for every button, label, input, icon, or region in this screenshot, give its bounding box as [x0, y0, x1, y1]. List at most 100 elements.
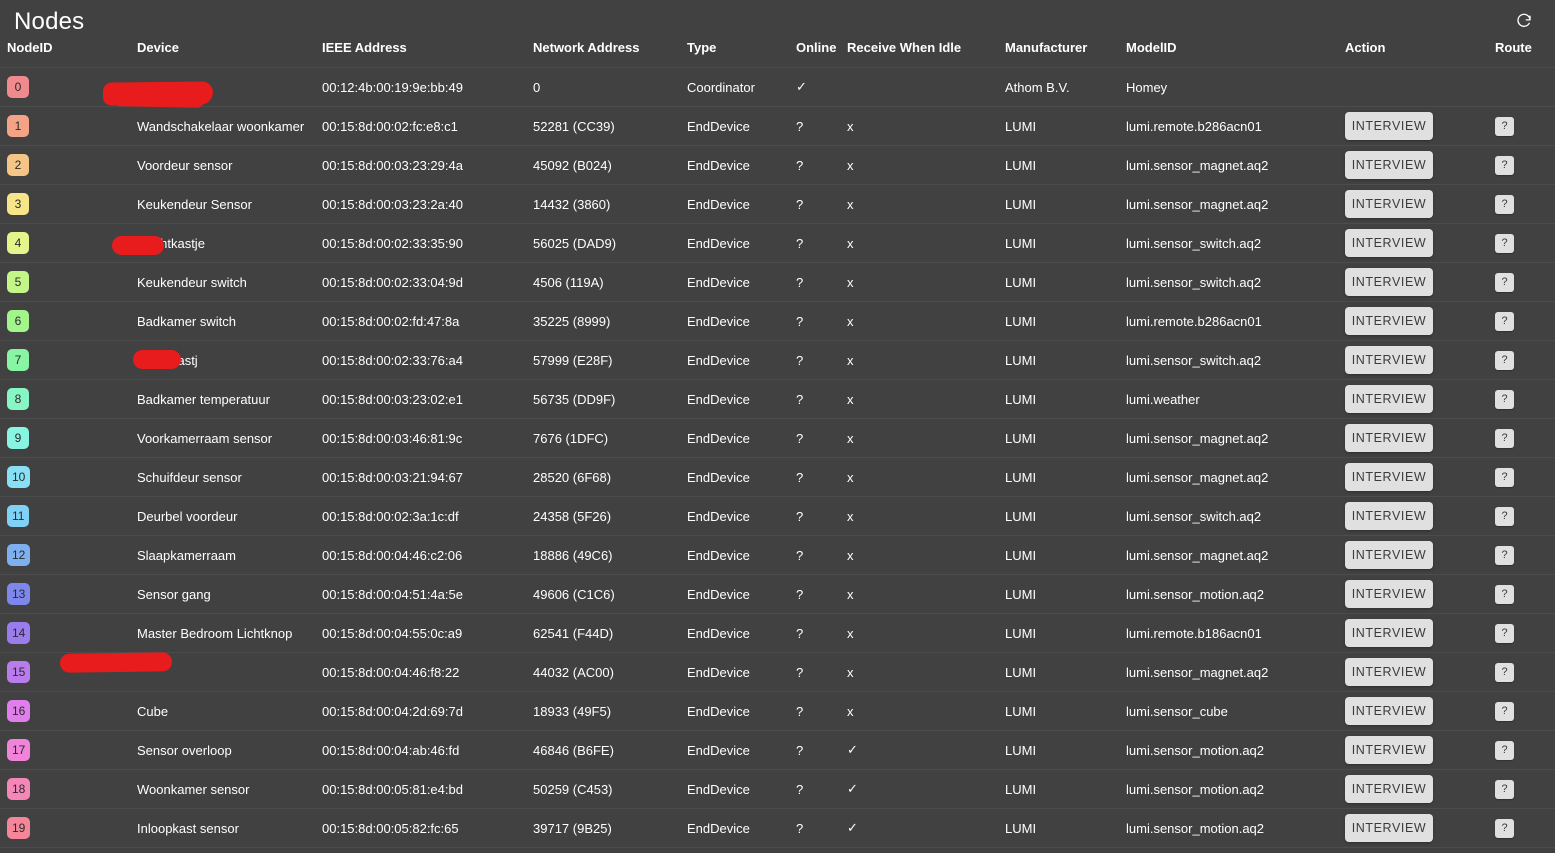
- receive-when-idle-cell: x: [844, 457, 1002, 497]
- node-id-badge: 13: [7, 583, 31, 605]
- route-cell: ?: [1494, 652, 1555, 692]
- network-address-cell: 52281 (CC39): [530, 106, 684, 146]
- route-info-button[interactable]: ?: [1495, 350, 1514, 370]
- node-id-badge: 19: [7, 817, 31, 839]
- interview-button[interactable]: INTERVIEW: [1345, 463, 1433, 491]
- device-type-cell: EndDevice: [684, 340, 790, 380]
- column-header-device[interactable]: Device: [137, 40, 179, 55]
- refresh-button[interactable]: [1511, 8, 1537, 34]
- modelid-cell: Homey: [1124, 67, 1342, 107]
- route-info-button[interactable]: ?: [1495, 818, 1514, 838]
- interview-button[interactable]: INTERVIEW: [1345, 385, 1433, 413]
- route-cell: ?: [1494, 535, 1555, 575]
- action-cell: INTERVIEW: [1342, 418, 1494, 458]
- column-header-nodeid[interactable]: NodeID: [7, 40, 53, 55]
- route-info-button[interactable]: ?: [1495, 194, 1514, 214]
- modelid-cell: lumi.sensor_motion.aq2: [1124, 808, 1342, 848]
- receive-when-idle-cell: x: [844, 145, 1002, 185]
- node-id-badge: 18: [7, 778, 31, 800]
- device-type-cell: EndDevice: [684, 769, 790, 809]
- device-name-cell: Schuifdeur sensor: [68, 457, 320, 497]
- network-address-cell: 62541 (F44D): [530, 613, 684, 653]
- network-address-cell: 50259 (C453): [530, 769, 684, 809]
- interview-button[interactable]: INTERVIEW: [1345, 775, 1433, 803]
- interview-button[interactable]: INTERVIEW: [1345, 112, 1433, 140]
- interview-button[interactable]: INTERVIEW: [1345, 229, 1433, 257]
- online-status-cell: ?: [790, 301, 844, 341]
- node-id-badge: 3: [7, 193, 29, 215]
- route-info-button[interactable]: ?: [1495, 545, 1514, 565]
- manufacturer-cell: LUMI: [1002, 808, 1124, 848]
- device-type-cell: EndDevice: [684, 184, 790, 224]
- route-info-button[interactable]: ?: [1495, 311, 1514, 331]
- interview-button[interactable]: INTERVIEW: [1345, 190, 1433, 218]
- interview-button[interactable]: INTERVIEW: [1345, 580, 1433, 608]
- network-address-cell: 0: [530, 67, 684, 107]
- device-name: Sensor gang: [137, 586, 211, 602]
- column-header-ieee-address[interactable]: IEEE Address: [322, 40, 407, 55]
- column-header-modelid[interactable]: ModelID: [1126, 40, 1177, 55]
- table-row: 9 Voorkamerraam sensor 00:15:8d:00:03:46:8…: [0, 418, 1555, 458]
- table-row: 16 Cube 00:15:8d:00:04:2d:69:7d 18933 (49F5…: [0, 691, 1555, 731]
- action-cell: [1342, 67, 1494, 107]
- nodeid-cell: 13: [0, 574, 68, 614]
- device-type-cell: EndDevice: [684, 574, 790, 614]
- interview-button[interactable]: INTERVIEW: [1345, 619, 1433, 647]
- table-row: 2 Voordeur sensor 00:15:8d:00:03:23:29:4a 4…: [0, 145, 1555, 185]
- device-name: Keukendeur switch: [137, 274, 247, 290]
- table-header-row: NodeID Device IEEE Address Network Addre…: [0, 40, 1555, 68]
- interview-button[interactable]: INTERVIEW: [1345, 541, 1433, 569]
- interview-button[interactable]: INTERVIEW: [1345, 697, 1433, 725]
- node-id-badge: 7: [7, 349, 29, 371]
- column-header-type[interactable]: Type: [687, 40, 717, 55]
- ieee-address-cell: 00:15:8d:00:04:51:4a:5e: [320, 574, 530, 614]
- ieee-address-cell: 00:15:8d:00:03:21:94:67: [320, 457, 530, 497]
- interview-button[interactable]: INTERVIEW: [1345, 736, 1433, 764]
- route-info-button[interactable]: ?: [1495, 701, 1514, 721]
- manufacturer-cell: LUMI: [1002, 301, 1124, 341]
- interview-button[interactable]: INTERVIEW: [1345, 502, 1433, 530]
- interview-button[interactable]: INTERVIEW: [1345, 814, 1433, 842]
- route-info-button[interactable]: ?: [1495, 389, 1514, 409]
- column-header-receive-when-idle[interactable]: Receive When Idle: [847, 40, 962, 55]
- nodeid-cell: 11: [0, 496, 68, 536]
- route-info-button[interactable]: ?: [1495, 428, 1514, 448]
- column-header-manufacturer[interactable]: Manufacturer: [1005, 40, 1088, 55]
- column-header-online[interactable]: Online: [796, 40, 837, 55]
- route-info-button[interactable]: ?: [1495, 233, 1514, 253]
- device-name: Sensor overloop: [137, 742, 232, 758]
- device-type-cell: EndDevice: [684, 457, 790, 497]
- modelid-cell: lumi.sensor_motion.aq2: [1124, 730, 1342, 770]
- receive-when-idle-cell: x: [844, 301, 1002, 341]
- interview-button[interactable]: INTERVIEW: [1345, 346, 1433, 374]
- route-cell: ?: [1494, 769, 1555, 809]
- manufacturer-cell: LUMI: [1002, 223, 1124, 263]
- route-info-button[interactable]: ?: [1495, 272, 1514, 292]
- interview-button[interactable]: INTERVIEW: [1345, 307, 1433, 335]
- online-status-cell: ✓: [790, 67, 844, 107]
- interview-button[interactable]: INTERVIEW: [1345, 424, 1433, 452]
- route-info-button[interactable]: ?: [1495, 467, 1514, 487]
- route-info-button[interactable]: ?: [1495, 779, 1514, 799]
- route-info-button[interactable]: ?: [1495, 584, 1514, 604]
- route-info-button[interactable]: ?: [1495, 155, 1514, 175]
- manufacturer-cell: LUMI: [1002, 691, 1124, 731]
- nodes-table-wrap: NodeID Device IEEE Address Network Addre…: [0, 40, 1555, 848]
- device-name-cell: Cube: [68, 691, 320, 731]
- interview-button[interactable]: INTERVIEW: [1345, 658, 1433, 686]
- route-info-button[interactable]: ?: [1495, 740, 1514, 760]
- route-info-button[interactable]: ?: [1495, 506, 1514, 526]
- route-info-button[interactable]: ?: [1495, 662, 1514, 682]
- column-header-network-address[interactable]: Network Address: [533, 40, 640, 55]
- interview-button[interactable]: INTERVIEW: [1345, 268, 1433, 296]
- nodeid-cell: 17: [0, 730, 68, 770]
- device-name-cell: Keukendeur switch: [68, 262, 320, 302]
- online-status-cell: ?: [790, 496, 844, 536]
- device-type-cell: EndDevice: [684, 496, 790, 536]
- network-address-cell: 44032 (AC00): [530, 652, 684, 692]
- route-info-button[interactable]: ?: [1495, 623, 1514, 643]
- interview-button[interactable]: INTERVIEW: [1345, 151, 1433, 179]
- route-info-button[interactable]: ?: [1495, 116, 1514, 136]
- header-actions: [1511, 6, 1537, 34]
- ieee-address-cell: 00:15:8d:00:03:23:2a:40: [320, 184, 530, 224]
